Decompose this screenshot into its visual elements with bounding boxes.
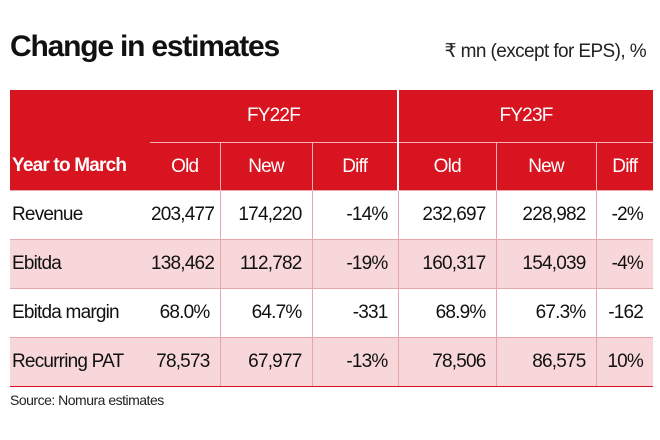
unit-note: ₹ mn (except for EPS), % <box>444 41 647 62</box>
cell-diff-fy22: -331 <box>311 288 399 338</box>
cell-diff-fy22: -19% <box>311 239 399 289</box>
cell-old-fy22: 203,477 <box>150 190 220 240</box>
cell-new-fy22: 112,782 <box>219 239 312 289</box>
cell-new-fy22: 174,220 <box>219 190 312 240</box>
group-header-fy23f: FY23F <box>397 90 654 143</box>
cell-old-fy23: 160,317 <box>397 239 497 289</box>
table-row-revenue: Revenue 203,477 174,220 -14% 232,697 228… <box>10 190 654 240</box>
col-header-diff-fy23: Diff <box>595 142 654 191</box>
cell-new-fy23: 228,982 <box>495 190 597 240</box>
cell-new-fy22: 64.7% <box>219 288 312 338</box>
cell-diff-fy22: -14% <box>311 190 399 240</box>
source-note: Source: Nomura estimates <box>10 392 164 408</box>
col-header-new-fy23: New <box>495 142 597 191</box>
header-corner <box>10 90 150 143</box>
cell-old-fy22: 78,573 <box>150 337 220 387</box>
cell-diff-fy23: -4% <box>595 239 654 289</box>
row-label: Ebitda margin <box>10 288 150 338</box>
col-header-new-fy22: New <box>219 142 312 191</box>
row-label: Recurring PAT <box>10 337 150 387</box>
row-header-label: Year to March <box>10 142 150 191</box>
row-label: Ebitda <box>10 239 150 289</box>
cell-old-fy22: 138,462 <box>150 239 220 289</box>
table-row-ebitda-margin: Ebitda margin 68.0% 64.7% -331 68.9% 67.… <box>10 288 654 338</box>
group-header-fy22f: FY22F <box>150 90 399 143</box>
cell-new-fy23: 67.3% <box>495 288 597 338</box>
cell-old-fy22: 68.0% <box>150 288 220 338</box>
table-row-recurring-pat: Recurring PAT 78,573 67,977 -13% 78,506 … <box>10 337 654 387</box>
col-header-old-fy22: Old <box>150 142 220 191</box>
cell-old-fy23: 68.9% <box>397 288 497 338</box>
cell-old-fy23: 78,506 <box>397 337 497 387</box>
estimates-table: FY22F FY23F Year to March Old New Diff O… <box>10 90 654 387</box>
cell-diff-fy22: -13% <box>311 337 399 387</box>
col-header-diff-fy22: Diff <box>311 142 399 191</box>
table-row-ebitda: Ebitda 138,462 112,782 -19% 160,317 154,… <box>10 239 654 289</box>
cell-diff-fy23: -162 <box>595 288 654 338</box>
cell-old-fy23: 232,697 <box>397 190 497 240</box>
cell-diff-fy23: 10% <box>595 337 654 387</box>
cell-diff-fy23: -2% <box>595 190 654 240</box>
cell-new-fy23: 154,039 <box>495 239 597 289</box>
row-label: Revenue <box>10 190 150 240</box>
cell-new-fy23: 86,575 <box>495 337 597 387</box>
col-header-old-fy23: Old <box>397 142 497 191</box>
cell-new-fy22: 67,977 <box>219 337 312 387</box>
page-title: Change in estimates <box>10 30 280 63</box>
